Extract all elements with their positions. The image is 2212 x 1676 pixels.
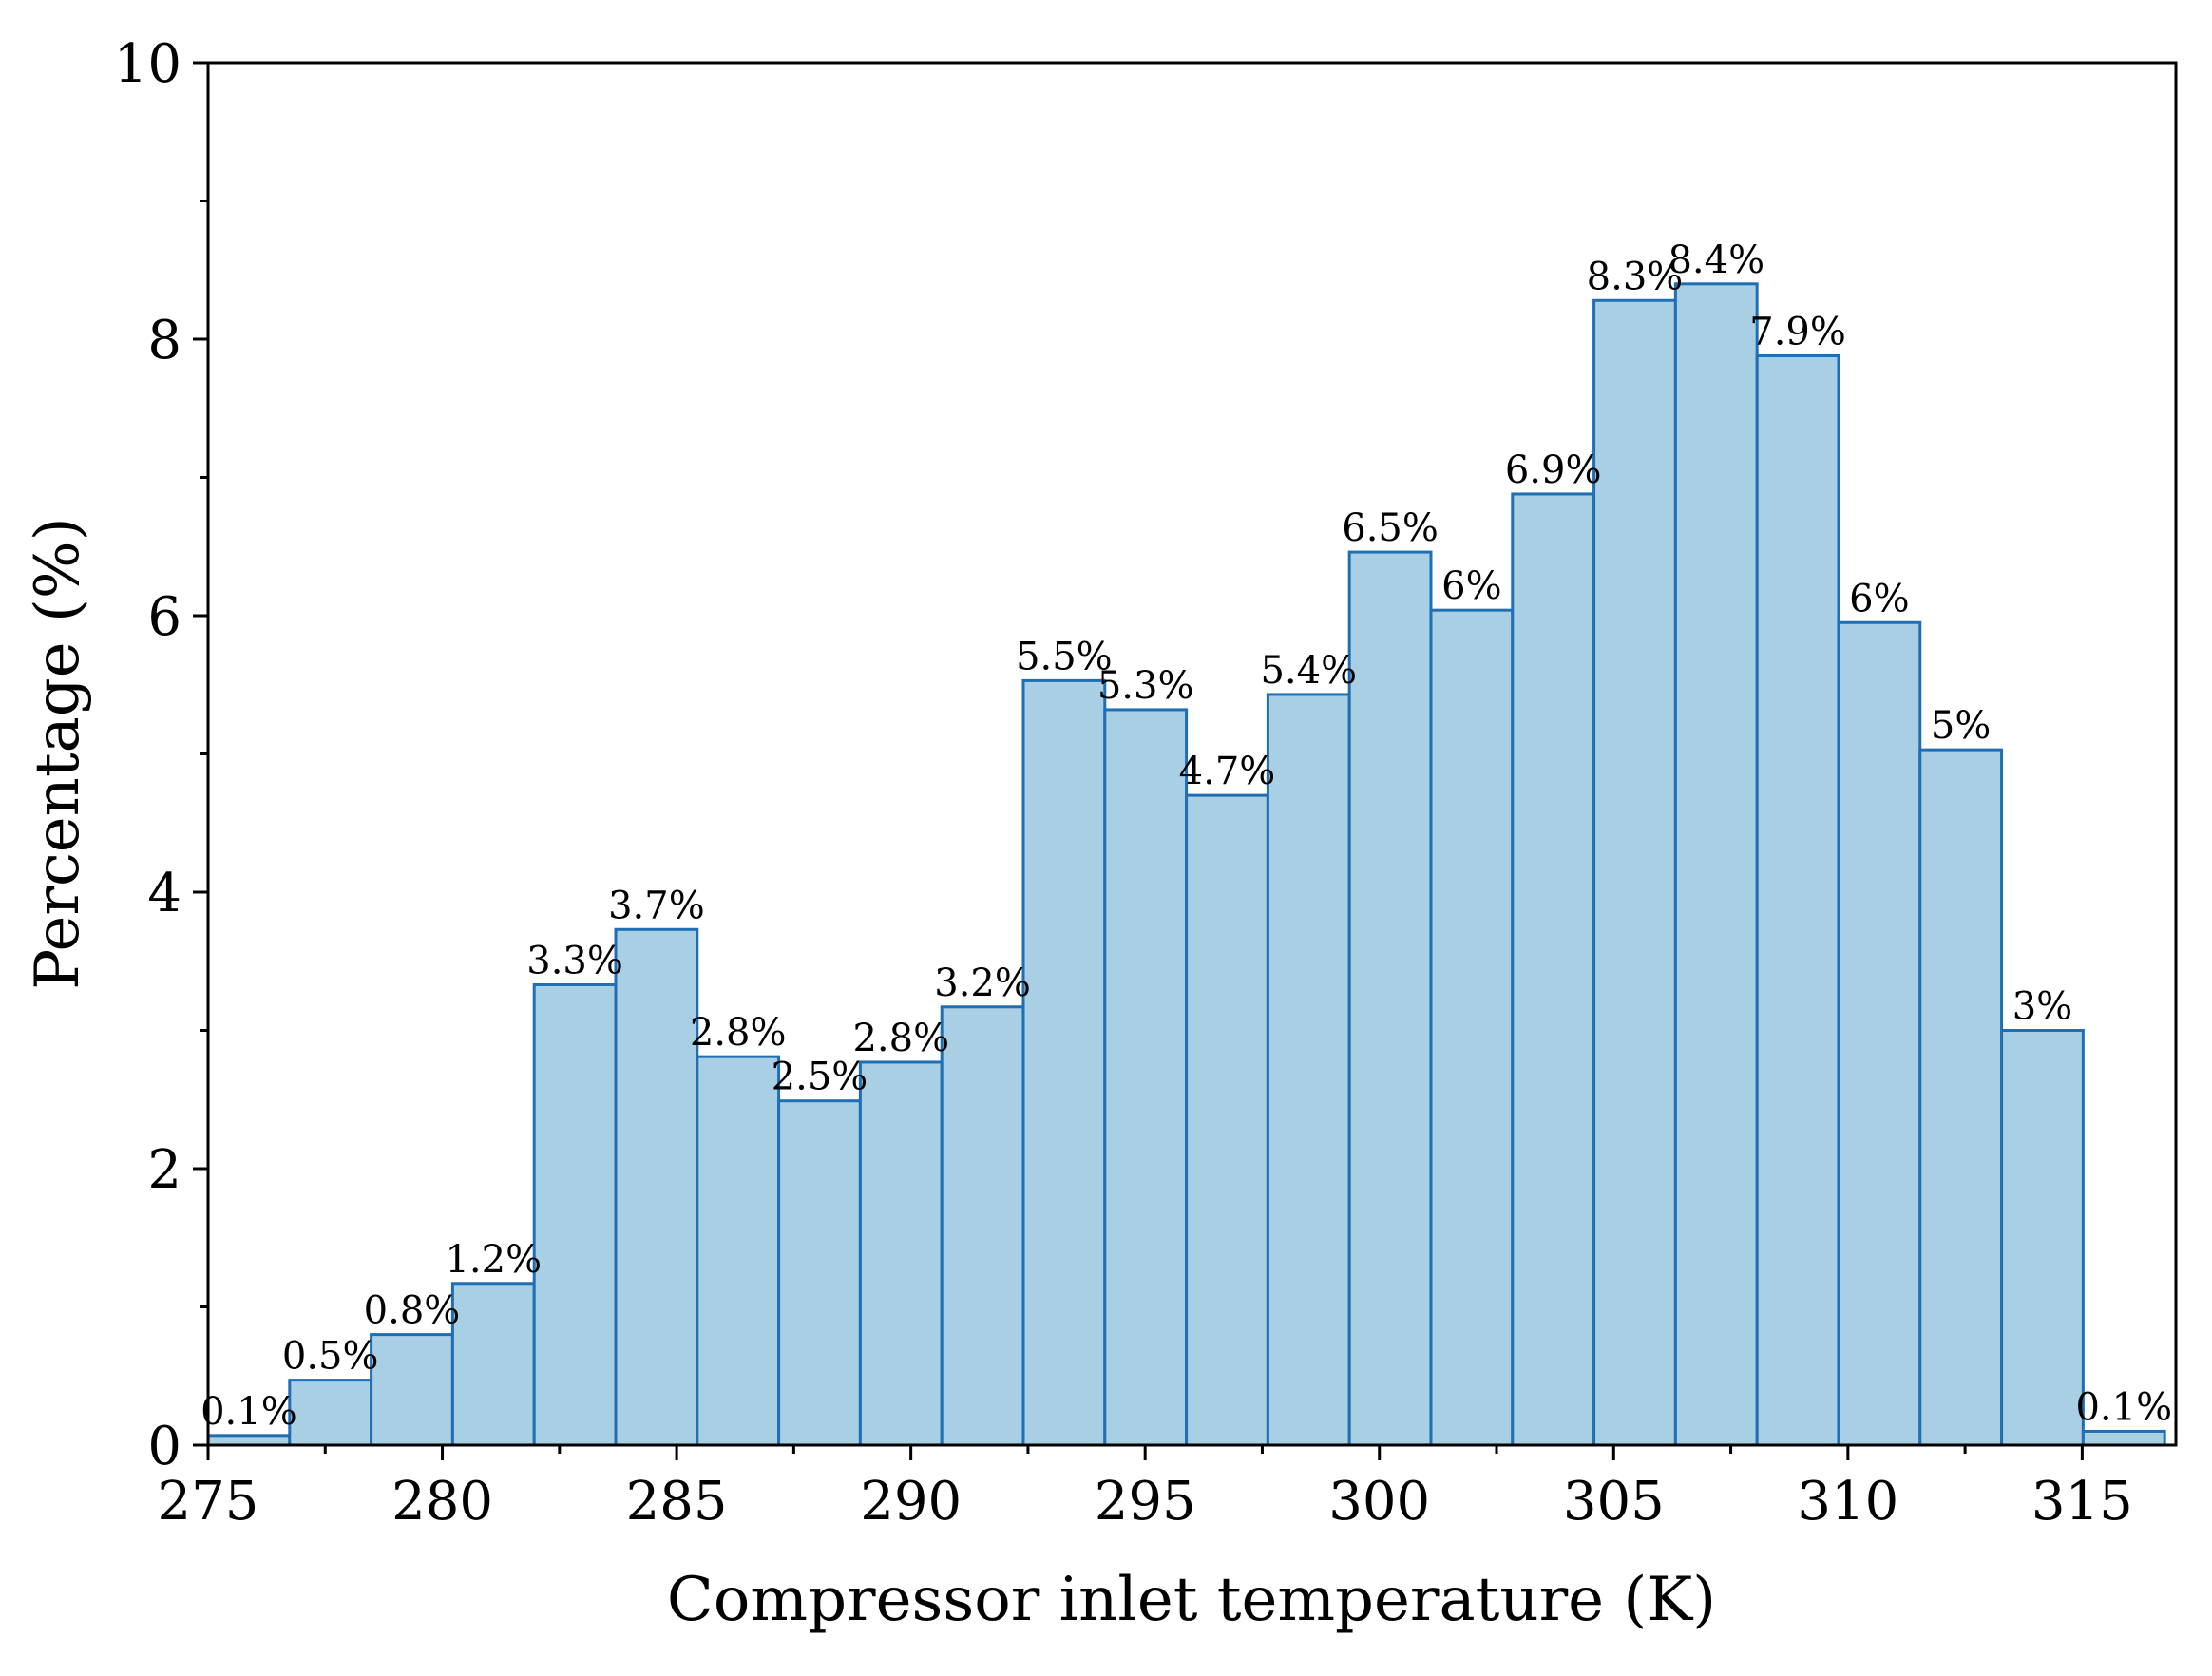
histogram-bar — [1185, 793, 1269, 1447]
histogram-bar — [858, 1060, 944, 1447]
bar-value-label: 6.9% — [1505, 448, 1602, 492]
y-tick-label: 4 — [147, 863, 181, 924]
y-tick-label: 8 — [147, 310, 181, 371]
histogram-bar — [1592, 298, 1677, 1447]
histogram-bar — [614, 927, 699, 1447]
bar-value-label: 2.5% — [772, 1056, 868, 1099]
histogram-bar — [777, 1099, 862, 1447]
x-tick-label: 280 — [391, 1471, 493, 1533]
x-tick-label: 285 — [626, 1471, 728, 1533]
bar-value-label: 5.3% — [1097, 664, 1194, 708]
bar-value-label: 7.9% — [1749, 310, 1846, 353]
y-tick-label: 6 — [147, 586, 181, 648]
bar-labels-group: 0.1% 0.5%0.8% 1.2% 3.3% 3.7% 2.8%2.5%2.8% 3.2%… — [200, 238, 2172, 1434]
bar-value-label: 4.7% — [1179, 750, 1276, 793]
y-tick-label: 2 — [147, 1139, 181, 1201]
x-tick-label: 305 — [1563, 1471, 1665, 1533]
bar-value-label: 0.1% — [200, 1390, 297, 1434]
bar-value-label: 2.8% — [852, 1017, 949, 1060]
bar-value-label: 3.3% — [526, 939, 623, 982]
histogram-bar — [1347, 550, 1433, 1447]
histogram-bar — [532, 982, 618, 1447]
x-axis-title: Compressor inlet temperature (K) — [667, 1565, 1716, 1635]
bar-value-label: 6.5% — [1342, 506, 1439, 550]
bar-value-label: 5.4% — [1260, 649, 1357, 693]
bar-value-label: 8.4% — [1668, 238, 1764, 282]
bar-value-label: 5% — [1931, 704, 1991, 748]
y-tick-label: 0 — [147, 1416, 181, 1477]
bar-value-label: 2.8% — [690, 1011, 787, 1055]
y-tick-label: 10 — [114, 33, 181, 95]
bar-value-label: 3% — [2012, 985, 2072, 1029]
histogram-bar — [450, 1282, 536, 1447]
bar-value-label: 0.1% — [2075, 1385, 2172, 1429]
histogram-bar — [1673, 282, 1759, 1447]
histogram-bar — [940, 1005, 1025, 1447]
bar-value-label: 8.3% — [1587, 255, 1684, 298]
bar-value-label: 5.5% — [1016, 635, 1113, 678]
histogram-bar — [2081, 1429, 2166, 1447]
y-axis-ticks: 0 2 4 6 8 10 — [114, 33, 208, 1477]
histogram-bar — [1103, 708, 1189, 1447]
histogram-bar — [1837, 620, 1922, 1447]
bar-value-label: 6% — [1849, 577, 1909, 620]
x-tick-label: 300 — [1328, 1471, 1430, 1533]
histogram-bar — [2000, 1029, 2085, 1447]
histogram-bar — [370, 1333, 454, 1447]
x-tick-label: 295 — [1095, 1471, 1196, 1533]
bar-value-label: 3.2% — [934, 962, 1031, 1005]
x-axis-ticks: 275 280 285 290 295 300 305 310 315 — [158, 1445, 2133, 1533]
histogram-bar — [696, 1055, 781, 1447]
histogram-bar — [1755, 353, 1840, 1447]
bar-value-label: 0.8% — [364, 1289, 461, 1333]
histogram-bar — [1021, 678, 1107, 1447]
histogram-bar — [288, 1379, 373, 1447]
bar-value-label: 6% — [1441, 564, 1501, 608]
y-axis-title: Percentage (%) — [23, 517, 93, 989]
bar-value-label: 0.5% — [282, 1335, 379, 1379]
histogram-bar — [206, 1434, 292, 1447]
bar-value-label: 3.7% — [608, 884, 705, 927]
bar-value-label: 1.2% — [445, 1238, 542, 1282]
histogram-bar — [1429, 608, 1515, 1447]
histogram-bar — [1266, 693, 1351, 1447]
bars-group — [206, 282, 2166, 1447]
x-tick-label: 290 — [860, 1471, 962, 1533]
x-tick-label: 315 — [2031, 1471, 2133, 1533]
histogram-bar — [1918, 748, 2004, 1447]
x-tick-label: 275 — [158, 1471, 259, 1533]
x-tick-label: 310 — [1797, 1471, 1898, 1533]
histogram-bar — [1511, 492, 1596, 1447]
